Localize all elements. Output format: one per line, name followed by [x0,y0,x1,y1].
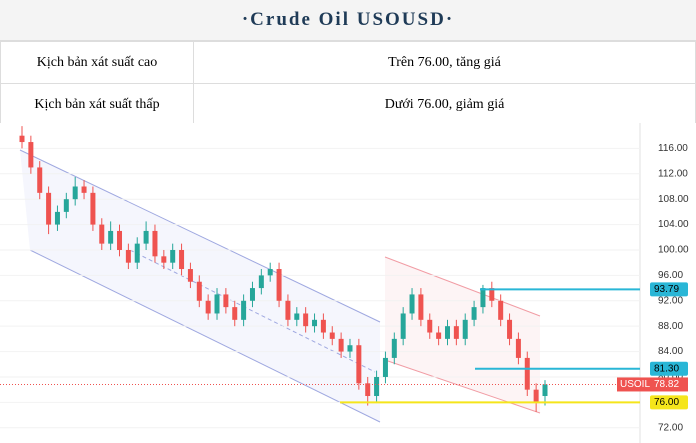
candle-body [329,332,335,339]
channel-line [19,149,381,323]
candle-body [170,249,176,263]
y-tick-label: 116.00 [658,143,688,154]
candle-body [418,294,424,320]
channel-line [384,256,541,317]
candle-body [507,319,513,339]
candle-body [312,319,318,327]
channel-line [29,249,381,423]
y-tick-label: 100.00 [658,245,689,256]
candle-body [161,256,167,263]
candle-body [205,300,211,314]
candle-body [524,357,530,390]
candle-body [427,319,433,333]
channel-mid [129,249,376,373]
candle-body [46,192,52,225]
candle-body [81,186,87,193]
candle-body [267,269,273,276]
candle-body [54,211,60,225]
candle-body [37,167,43,193]
candle-body [143,230,149,244]
candle-body [542,384,548,397]
level-box [650,361,688,376]
candle-body [533,389,539,403]
y-tick-label: 84.00 [658,346,683,357]
table: Kịch bản xát suất cao Trên 76.00, tăng gi… [0,41,696,126]
level-label: 76.00 [654,397,679,408]
candle-body [453,326,459,339]
candle-body [108,230,114,244]
candle-body [276,269,282,301]
y-tick-label: 108.00 [658,194,689,205]
candle-body [196,281,202,301]
candle-body [294,313,300,320]
candle-body [152,230,158,257]
candle-body [471,307,477,320]
candle-body [232,307,238,320]
candle-body [249,288,255,301]
candle-body [515,338,521,358]
cell: Kịch bản xát suất thấp [0,83,194,126]
candle-body [72,186,78,200]
y-tick-label: 80.00 [658,372,683,383]
candle-body [19,135,25,143]
candle-body [365,383,371,397]
cell: Dưới 76.00, giảm giá [193,83,696,126]
level-label: 81.30 [654,363,679,374]
candle-body [285,300,291,320]
candle-body [303,313,309,327]
candle-body [187,269,193,282]
candle-body [134,243,140,263]
current-name-box [617,377,650,392]
candle-body [480,288,486,308]
candle-body [179,249,185,270]
candle-body [347,345,353,352]
candle-body [489,288,495,301]
candle-body [258,275,264,289]
y-tick-label: 72.00 [658,422,683,433]
y-tick-label: 96.00 [658,270,683,281]
title: ·Crude Oil USOUSD· [0,0,696,41]
current-name: USOIL [620,379,650,390]
candle-body [391,338,397,358]
y-tick-label: 88.00 [658,321,683,332]
candle-body [409,294,415,314]
candle-body [462,319,468,339]
candle-body [400,313,406,339]
cell: Trên 76.00, tăng giá [193,41,696,84]
candle-body [374,376,380,397]
candle-body [28,142,34,168]
chart: 72.00 76.00 80.00 84.00 88.00 92.00 96.00 100.0… [0,123,696,443]
level-label: 93.79 [654,284,679,295]
candle-body [498,300,504,320]
candle-body [338,338,344,352]
candle-body [117,230,123,250]
candle-body [356,345,362,384]
channel-fill [385,257,540,413]
level-box [650,395,688,410]
level-box [650,282,688,297]
y-tick-label: 104.00 [658,219,689,230]
candle-body [382,357,388,377]
candle-body [436,332,442,339]
candle-body [223,294,229,308]
current-label: 78.82 [654,379,679,390]
candle-body [125,249,131,263]
candle-body [99,224,105,244]
candle-body [241,300,247,320]
candle-body [63,199,69,212]
candle-body [320,319,326,333]
channel-line [384,359,541,414]
candle-body [444,326,450,339]
candle-body [90,192,96,225]
candle-body [214,294,220,314]
cell: Kịch bản xát suất cao [0,41,194,84]
y-tick-label: 112.00 [658,168,688,179]
current-box [650,377,688,392]
y-tick-label: 92.00 [658,295,683,306]
